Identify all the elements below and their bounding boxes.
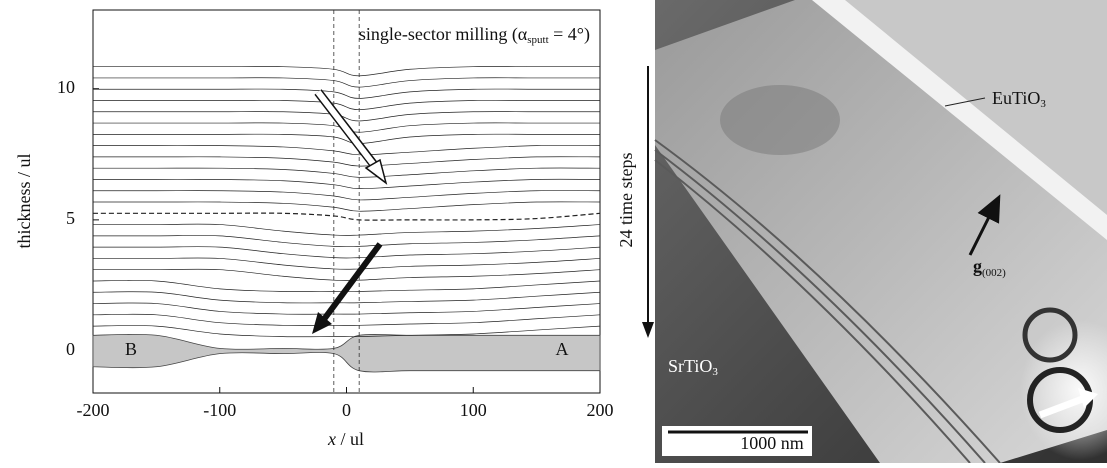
arrow-head xyxy=(1078,388,1098,408)
time-arrow-head xyxy=(642,322,654,338)
arrow-white xyxy=(1038,394,1087,419)
layer-sub: 3 xyxy=(1040,98,1046,110)
x-tick-label: 100 xyxy=(460,400,487,420)
profile-line xyxy=(92,325,601,338)
contrast xyxy=(720,85,840,155)
profile-line xyxy=(92,190,601,201)
arrow-head xyxy=(364,158,388,185)
profile-line xyxy=(93,88,600,99)
profile-line xyxy=(92,167,601,178)
annotation-end: = 4°) xyxy=(549,24,590,45)
substrate-text: SrTiO xyxy=(668,356,712,376)
profile-line xyxy=(93,111,600,122)
layer-label: EuTiO3 xyxy=(992,88,1046,109)
g-label: g(002) xyxy=(973,256,1006,278)
arrow-fill xyxy=(315,90,377,167)
substrate-label: SrTiO3 xyxy=(668,356,718,377)
x-axis-unit: / ul xyxy=(336,429,364,449)
bend-contour xyxy=(1022,307,1078,363)
y-tick-label: 5 xyxy=(66,208,75,228)
time-label: 24 time steps xyxy=(616,153,636,248)
profile-line xyxy=(93,201,601,212)
x-tick-label: -200 xyxy=(77,400,110,420)
eutio3-layer xyxy=(812,0,1107,240)
region-label: B xyxy=(125,339,137,359)
profile-line xyxy=(92,313,601,326)
profile-line xyxy=(92,246,601,259)
profile-line xyxy=(93,178,601,189)
profile-line xyxy=(92,268,601,281)
substrate-sub: 3 xyxy=(712,366,718,378)
x-axis-var: x xyxy=(327,429,336,449)
region-label: A xyxy=(555,339,568,359)
scale-bar-label: 1000 nm xyxy=(740,433,804,453)
profile-line xyxy=(92,156,601,167)
arrow-head xyxy=(312,312,332,334)
profile-line xyxy=(93,77,600,88)
x-tick-label: 200 xyxy=(587,400,614,420)
profile-line xyxy=(93,99,600,111)
profile-line xyxy=(93,223,601,236)
annotation-sub: sputt xyxy=(527,34,548,46)
profile-line xyxy=(93,212,601,221)
profile-line xyxy=(93,145,601,156)
profile-line xyxy=(92,235,601,248)
annotation-text: single-sector milling (α xyxy=(359,24,528,45)
profile-line xyxy=(93,257,601,270)
x-axis-label: x / ul xyxy=(327,429,364,449)
interface-fringes xyxy=(654,139,1001,464)
profile-line xyxy=(93,133,600,144)
y-tick-label: 0 xyxy=(66,339,75,359)
layer-text: EuTiO xyxy=(992,88,1040,108)
arrow-solid xyxy=(319,242,383,324)
g-vector-arrow xyxy=(968,194,1001,256)
tem-image: EuTiO3 g(002) SrTiO3 1000 nm xyxy=(654,0,1107,464)
profile-line xyxy=(92,66,600,77)
leader-line xyxy=(944,97,986,107)
g-sub: (002) xyxy=(982,267,1006,279)
y-tick-label: 10 xyxy=(57,77,75,97)
profile-line xyxy=(92,302,601,315)
x-tick-label: 0 xyxy=(342,400,351,420)
g-text: g xyxy=(973,256,982,276)
y-axis-label: thickness / ul xyxy=(14,154,34,249)
annotation: single-sector milling (αsputt = 4°) xyxy=(359,24,590,45)
profile-line xyxy=(92,291,601,304)
specimen-area xyxy=(92,333,601,373)
x-tick-label: -100 xyxy=(203,400,236,420)
